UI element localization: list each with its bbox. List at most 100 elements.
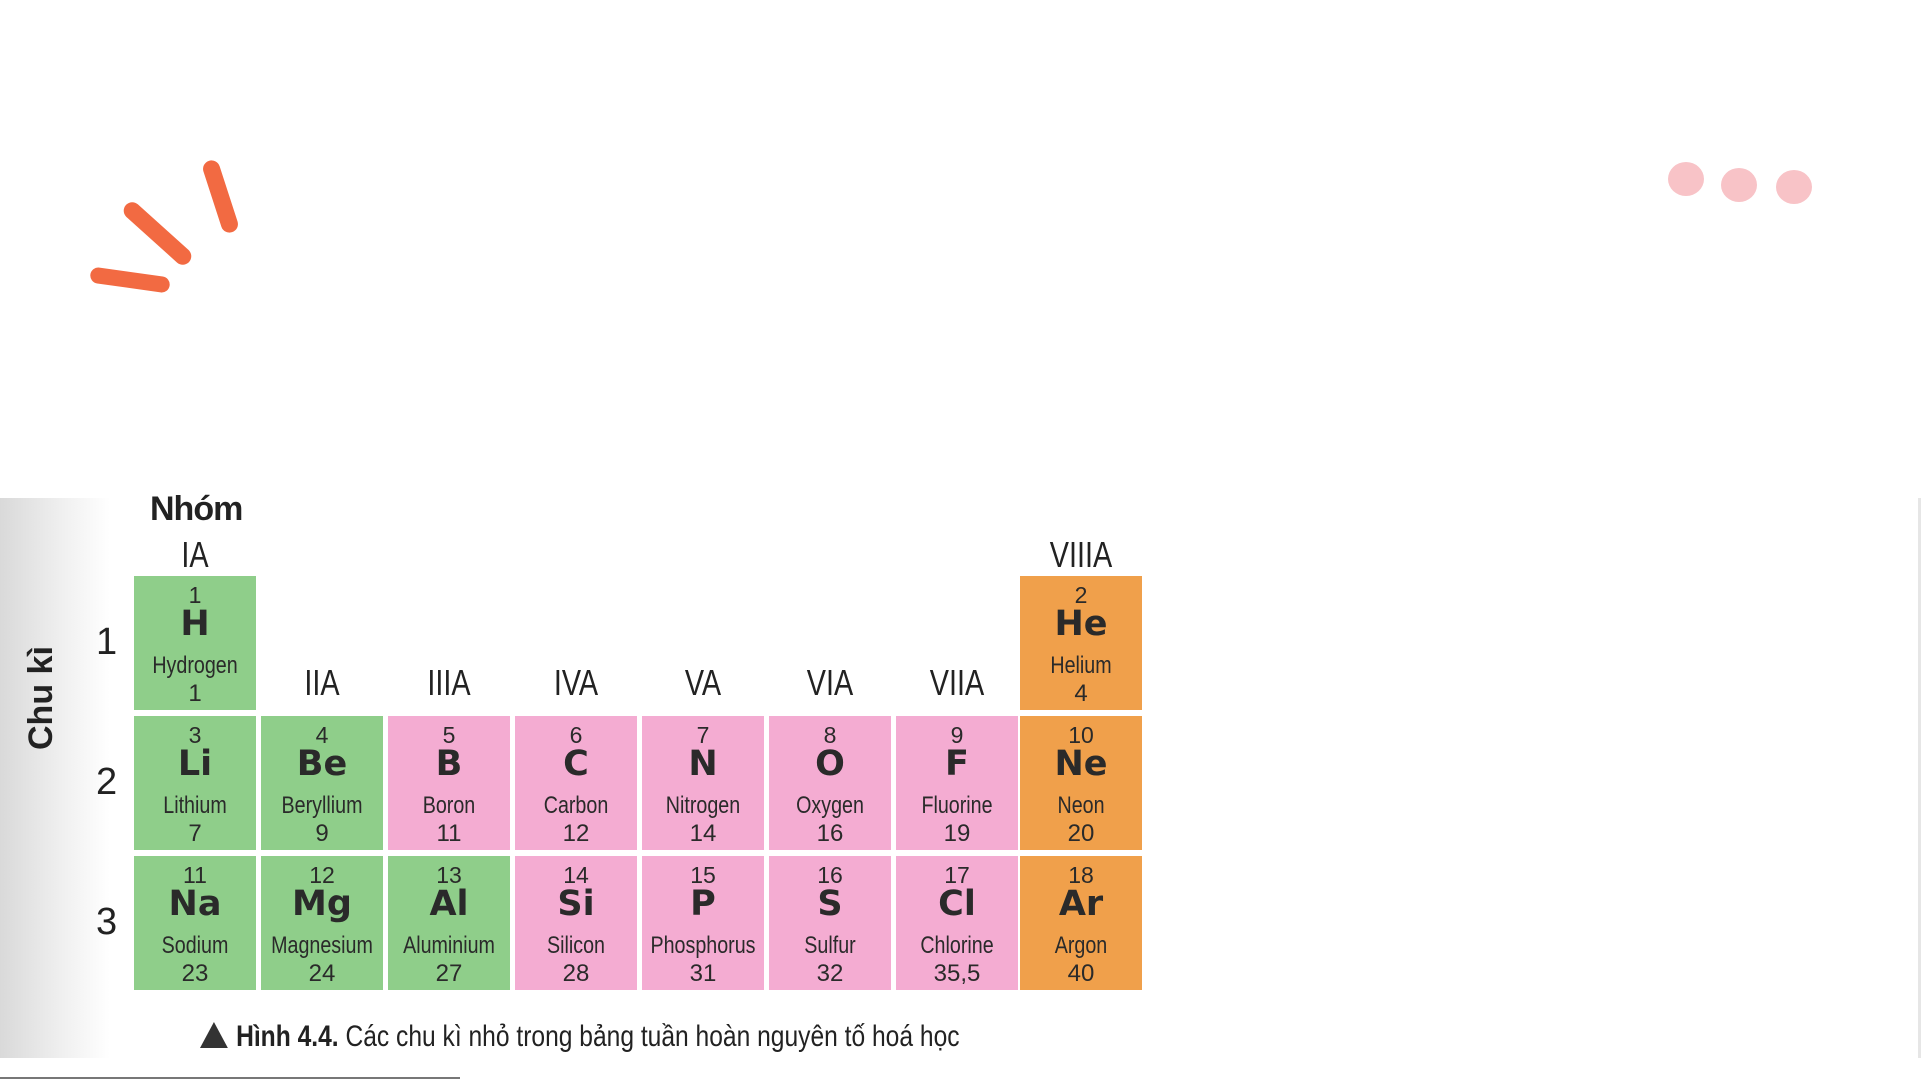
- element-name: Aluminium: [403, 932, 495, 959]
- atomic-number: 15: [690, 862, 716, 888]
- triangle-icon: [200, 1022, 228, 1048]
- pink-dot-decoration: [1776, 170, 1812, 204]
- element-name: Silicon: [547, 932, 605, 959]
- element-name: Sodium: [161, 932, 229, 959]
- atomic-number: 5: [442, 722, 456, 748]
- atomic-number: 11: [183, 862, 207, 888]
- element-name: Oxygen: [796, 792, 864, 819]
- element-cell-be: 4 Be Beryllium 9: [261, 716, 383, 850]
- atomic-number: 8: [823, 722, 837, 748]
- element-symbol: He: [1054, 604, 1108, 644]
- element-cell-si: 14 Si Silicon 28: [515, 856, 637, 990]
- group-axis-label: Nhóm: [150, 490, 243, 528]
- atomic-mass: 16: [816, 820, 844, 847]
- atomic-number: 4: [315, 722, 329, 748]
- element-name: Neon: [1057, 792, 1105, 819]
- atomic-mass: 24: [308, 960, 336, 987]
- element-cell-he: 2 He Helium 4: [1020, 576, 1142, 710]
- atomic-mass: 28: [562, 960, 590, 987]
- element-symbol: O: [815, 744, 845, 784]
- element-symbol: Ar: [1058, 884, 1104, 924]
- atomic-number: 17: [944, 862, 970, 888]
- atomic-number: 18: [1068, 862, 1094, 888]
- group-label: VIIA: [929, 662, 985, 703]
- atomic-mass: 1: [188, 680, 202, 707]
- atomic-number: 6: [569, 722, 583, 748]
- pink-dot-decoration: [1721, 168, 1757, 202]
- element-symbol: Be: [296, 744, 348, 784]
- atomic-mass: 40: [1067, 960, 1095, 987]
- element-name: Fluorine: [921, 792, 993, 819]
- atomic-number: 7: [696, 722, 710, 748]
- atomic-mass: 35,5: [933, 960, 981, 987]
- pink-dot-decoration: [1668, 162, 1704, 196]
- element-name: Argon: [1054, 932, 1108, 959]
- element-name: Magnesium: [271, 932, 373, 959]
- atomic-mass: 23: [181, 960, 209, 987]
- period-label: 3: [96, 901, 118, 943]
- atomic-mass: 12: [562, 820, 590, 847]
- element-cell-cl: 17 Cl Chlorine 35,5: [896, 856, 1018, 990]
- atomic-mass: 4: [1074, 680, 1088, 707]
- element-symbol: Mg: [292, 884, 352, 924]
- page-edge: [1918, 498, 1921, 1058]
- orange-burst-decoration: [0, 0, 260, 320]
- group-label: VIIIA: [1049, 534, 1113, 575]
- atomic-number: 2: [1074, 582, 1088, 608]
- burst-stroke: [200, 158, 241, 235]
- atomic-number: 13: [436, 862, 462, 888]
- element-cell-s: 16 S Sulfur 32: [769, 856, 891, 990]
- group-label: VA: [684, 662, 722, 703]
- element-symbol: Si: [557, 884, 595, 924]
- period-label: 1: [96, 621, 118, 663]
- element-name: Sulfur: [804, 932, 856, 959]
- element-symbol: B: [435, 744, 463, 784]
- element-cell-o: 8 O Oxygen 16: [769, 716, 891, 850]
- atomic-mass: 27: [435, 960, 463, 987]
- element-cell-f: 9 F Fluorine 19: [896, 716, 1018, 850]
- element-symbol: Na: [168, 884, 222, 924]
- caption-label: Hình 4.4.: [236, 1020, 339, 1053]
- atomic-mass: 11: [436, 820, 462, 847]
- period-label: 2: [96, 761, 118, 803]
- atomic-number: 16: [817, 862, 843, 888]
- page-gutter-shadow: [0, 498, 110, 1058]
- element-symbol: H: [180, 604, 210, 644]
- divider: [0, 1077, 460, 1079]
- element-cell-na: 11 Na Sodium 23: [134, 856, 256, 990]
- element-cell-ar: 18 Ar Argon 40: [1020, 856, 1142, 990]
- periodic-table-figure: Nhóm Chu kì IA IIA IIIA IVA VA VIA VIIA VIIIA 1…: [0, 490, 1921, 1081]
- atomic-number: 3: [188, 722, 202, 748]
- element-name: Helium: [1050, 652, 1112, 679]
- atomic-mass: 14: [689, 820, 717, 847]
- group-label: IA: [181, 534, 209, 575]
- group-label: VIA: [806, 662, 854, 703]
- element-name: Beryllium: [281, 792, 363, 819]
- group-label: IVA: [553, 662, 599, 703]
- period-axis-label: Chu kì: [22, 646, 60, 750]
- atomic-mass: 31: [689, 960, 717, 987]
- caption-text: Các chu kì nhỏ trong bảng tuần hoàn nguy…: [345, 1020, 960, 1053]
- element-cell-n: 7 N Nitrogen 14: [642, 716, 764, 850]
- group-label: IIIA: [427, 662, 471, 703]
- element-name: Hydrogen: [152, 652, 238, 679]
- element-symbol: F: [945, 744, 969, 784]
- element-name: Phosphorus: [650, 932, 756, 959]
- atomic-mass: 20: [1067, 820, 1095, 847]
- element-name: Carbon: [543, 792, 609, 819]
- element-symbol: Ne: [1054, 744, 1108, 784]
- element-cell-ne: 10 Ne Neon 20: [1020, 716, 1142, 850]
- atomic-number: 1: [188, 582, 202, 608]
- element-cell-al: 13 Al Aluminium 27: [388, 856, 510, 990]
- element-name: Boron: [422, 792, 476, 819]
- element-symbol: P: [690, 884, 716, 924]
- element-name: Chlorine: [920, 932, 994, 959]
- atomic-number: 10: [1068, 722, 1094, 748]
- element-cell-li: 3 Li Lithium 7: [134, 716, 256, 850]
- element-symbol: N: [688, 744, 718, 784]
- element-name: Lithium: [163, 792, 227, 819]
- element-cell-c: 6 C Carbon 12: [515, 716, 637, 850]
- element-symbol: C: [563, 744, 589, 784]
- burst-stroke: [89, 266, 171, 294]
- atomic-mass: 9: [315, 820, 329, 847]
